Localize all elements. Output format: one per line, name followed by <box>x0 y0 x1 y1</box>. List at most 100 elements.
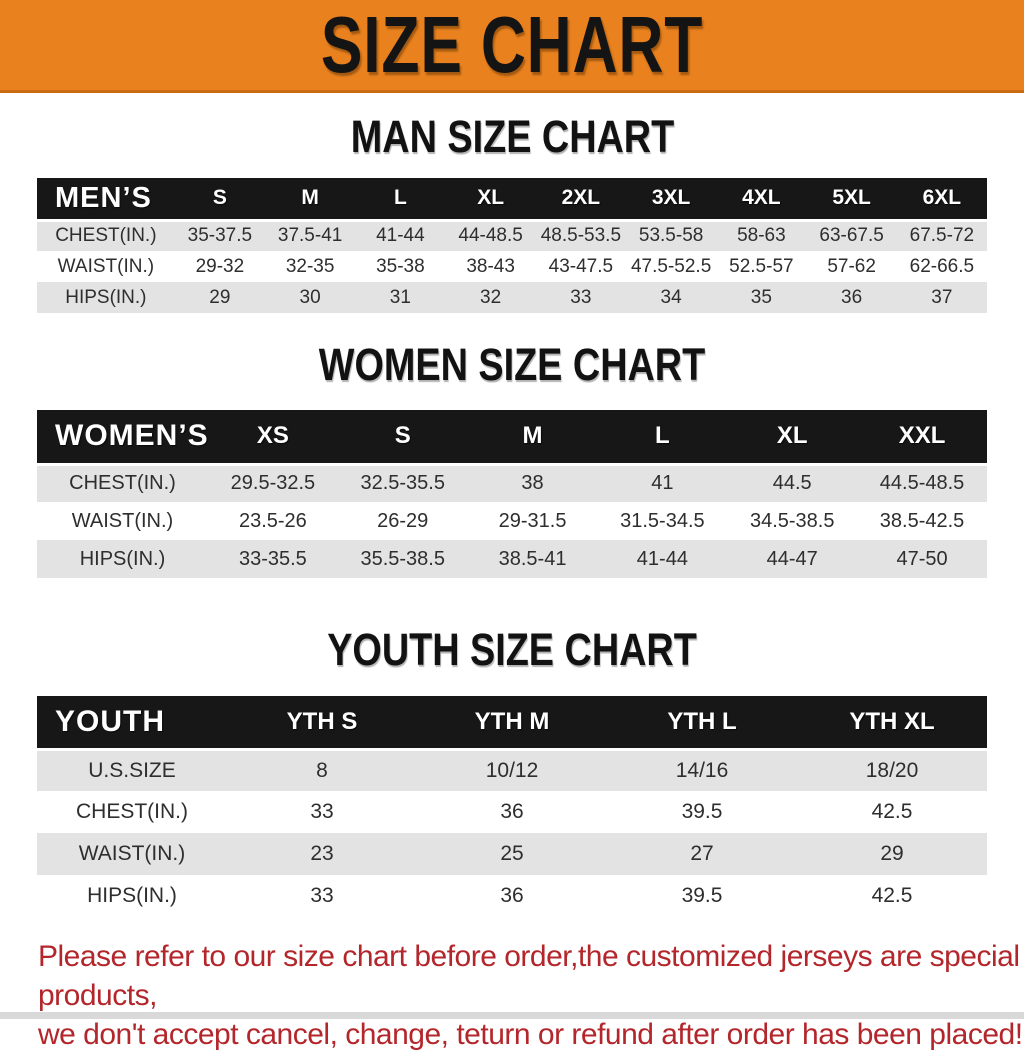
size-value: 32.5-35.5 <box>337 462 468 502</box>
row-label: HIPS(IN.) <box>37 875 227 917</box>
row-label: WAIST(IN.) <box>37 502 208 540</box>
size-value: 14/16 <box>607 747 797 791</box>
size-value: 25 <box>417 833 607 875</box>
column-header: 5XL <box>806 178 897 220</box>
size-value: 43-47.5 <box>535 251 626 282</box>
size-value: 58-63 <box>716 218 807 251</box>
column-header: YTH XL <box>797 696 987 749</box>
size-value: 29 <box>174 282 265 313</box>
size-value: 44.5 <box>727 462 858 502</box>
size-value: 33 <box>535 282 626 313</box>
size-value: 44-47 <box>727 540 858 578</box>
size-value: 29-32 <box>174 251 265 282</box>
row-label: HIPS(IN.) <box>37 282 175 313</box>
size-value: 52.5-57 <box>716 251 807 282</box>
size-value: 23 <box>227 833 417 875</box>
size-value: 37 <box>896 282 987 313</box>
size-value: 48.5-53.5 <box>535 218 626 251</box>
row-label: CHEST(IN.) <box>37 218 175 251</box>
column-header: 3XL <box>626 178 717 220</box>
column-header: YTH L <box>607 696 797 749</box>
disclaimer-note: Please refer to our size chart before or… <box>38 937 1024 1054</box>
row-label: WAIST(IN.) <box>37 251 175 282</box>
size-value: 35 <box>716 282 807 313</box>
row-label: CHEST(IN.) <box>37 791 227 833</box>
column-header: S <box>337 410 468 464</box>
table-header-row: MEN’S S M L XL 2XL 3XL 4XL 5XL 6XL <box>37 178 987 220</box>
column-header: 2XL <box>535 178 626 220</box>
size-value: 36 <box>417 875 607 917</box>
row-label: CHEST(IN.) <box>37 462 208 502</box>
size-value: 33 <box>227 791 417 833</box>
disclaimer-line-2: we don't accept cancel, change, teturn o… <box>38 1018 1023 1051</box>
size-value: 47.5-52.5 <box>626 251 717 282</box>
size-value: 10/12 <box>417 747 607 791</box>
size-value: 29 <box>797 833 987 875</box>
size-value: 67.5-72 <box>896 218 987 251</box>
column-header: M <box>467 410 598 464</box>
table-row: HIPS(IN.) 29 30 31 32 33 34 35 36 37 <box>37 282 987 313</box>
womens-size-table: WOMEN’S XS S M L XL XXL CHEST(IN.) 29.5-32.5 32.5… <box>37 410 987 578</box>
youth-size-table: YOUTH YTH S YTH M YTH L YTH XL U.S.SIZE 8 10/12… <box>37 696 987 917</box>
size-value: 42.5 <box>797 791 987 833</box>
table-header-row: WOMEN’S XS S M L XL XXL <box>37 410 987 464</box>
size-value: 34 <box>626 282 717 313</box>
size-chart-banner: SIZE CHART <box>0 0 1024 93</box>
size-value: 53.5-58 <box>626 218 717 251</box>
column-header: L <box>597 410 728 464</box>
size-value: 44-48.5 <box>445 218 536 251</box>
size-value: 36 <box>806 282 897 313</box>
size-value: 44.5-48.5 <box>857 462 987 502</box>
table-title-cell: YOUTH <box>37 696 227 749</box>
table-row: U.S.SIZE 8 10/12 14/16 18/20 <box>37 747 987 791</box>
column-header: 4XL <box>716 178 807 220</box>
size-value: 32-35 <box>265 251 356 282</box>
women-section-heading: WOMEN SIZE CHART <box>318 339 706 390</box>
size-value: 29.5-32.5 <box>207 462 338 502</box>
row-label: WAIST(IN.) <box>37 833 227 875</box>
table-row: HIPS(IN.) 33 36 39.5 42.5 <box>37 875 987 917</box>
size-value: 35.5-38.5 <box>337 540 468 578</box>
row-label: U.S.SIZE <box>37 747 227 791</box>
size-value: 27 <box>607 833 797 875</box>
table-title-cell: MEN’S <box>37 178 175 220</box>
size-value: 38 <box>467 462 598 502</box>
table-row: WAIST(IN.) 29-32 32-35 35-38 38-43 43-47.5 47.… <box>37 251 987 282</box>
size-value: 36 <box>417 791 607 833</box>
man-section-heading: MAN SIZE CHART <box>350 111 674 162</box>
size-value: 41 <box>597 462 728 502</box>
size-value: 38.5-41 <box>467 540 598 578</box>
size-value: 18/20 <box>797 747 987 791</box>
size-value: 41-44 <box>597 540 728 578</box>
size-value: 35-38 <box>355 251 446 282</box>
column-header: XL <box>727 410 858 464</box>
column-header: XL <box>445 178 536 220</box>
column-header: YTH M <box>417 696 607 749</box>
size-value: 34.5-38.5 <box>727 502 858 540</box>
disclaimer-line-1: Please refer to our size chart before or… <box>38 940 1020 1012</box>
mens-size-table: MEN’S S M L XL 2XL 3XL 4XL 5XL 6XL CHEST(IN.) 35-37… <box>37 178 987 313</box>
size-value: 57-62 <box>806 251 897 282</box>
size-value: 39.5 <box>607 791 797 833</box>
column-header: YTH S <box>227 696 417 749</box>
table-header-row: YOUTH YTH S YTH M YTH L YTH XL <box>37 696 987 749</box>
bottom-edge-strip <box>0 1012 1024 1019</box>
size-value: 8 <box>227 747 417 791</box>
size-value: 29-31.5 <box>467 502 598 540</box>
size-value: 42.5 <box>797 875 987 917</box>
size-value: 47-50 <box>857 540 987 578</box>
column-header: M <box>265 178 356 220</box>
size-value: 41-44 <box>355 218 446 251</box>
size-value: 63-67.5 <box>806 218 897 251</box>
table-row: HIPS(IN.) 33-35.5 35.5-38.5 38.5-41 41-44 44-… <box>37 540 987 578</box>
table-row: CHEST(IN.) 29.5-32.5 32.5-35.5 38 41 44.5 44.5… <box>37 462 987 502</box>
youth-section-heading: YOUTH SIZE CHART <box>327 624 697 675</box>
size-value: 37.5-41 <box>265 218 356 251</box>
size-value: 31.5-34.5 <box>597 502 728 540</box>
table-row: CHEST(IN.) 33 36 39.5 42.5 <box>37 791 987 833</box>
size-value: 38-43 <box>445 251 536 282</box>
size-value: 33-35.5 <box>207 540 338 578</box>
size-value: 31 <box>355 282 446 313</box>
column-header: XXL <box>857 410 987 464</box>
size-value: 30 <box>265 282 356 313</box>
